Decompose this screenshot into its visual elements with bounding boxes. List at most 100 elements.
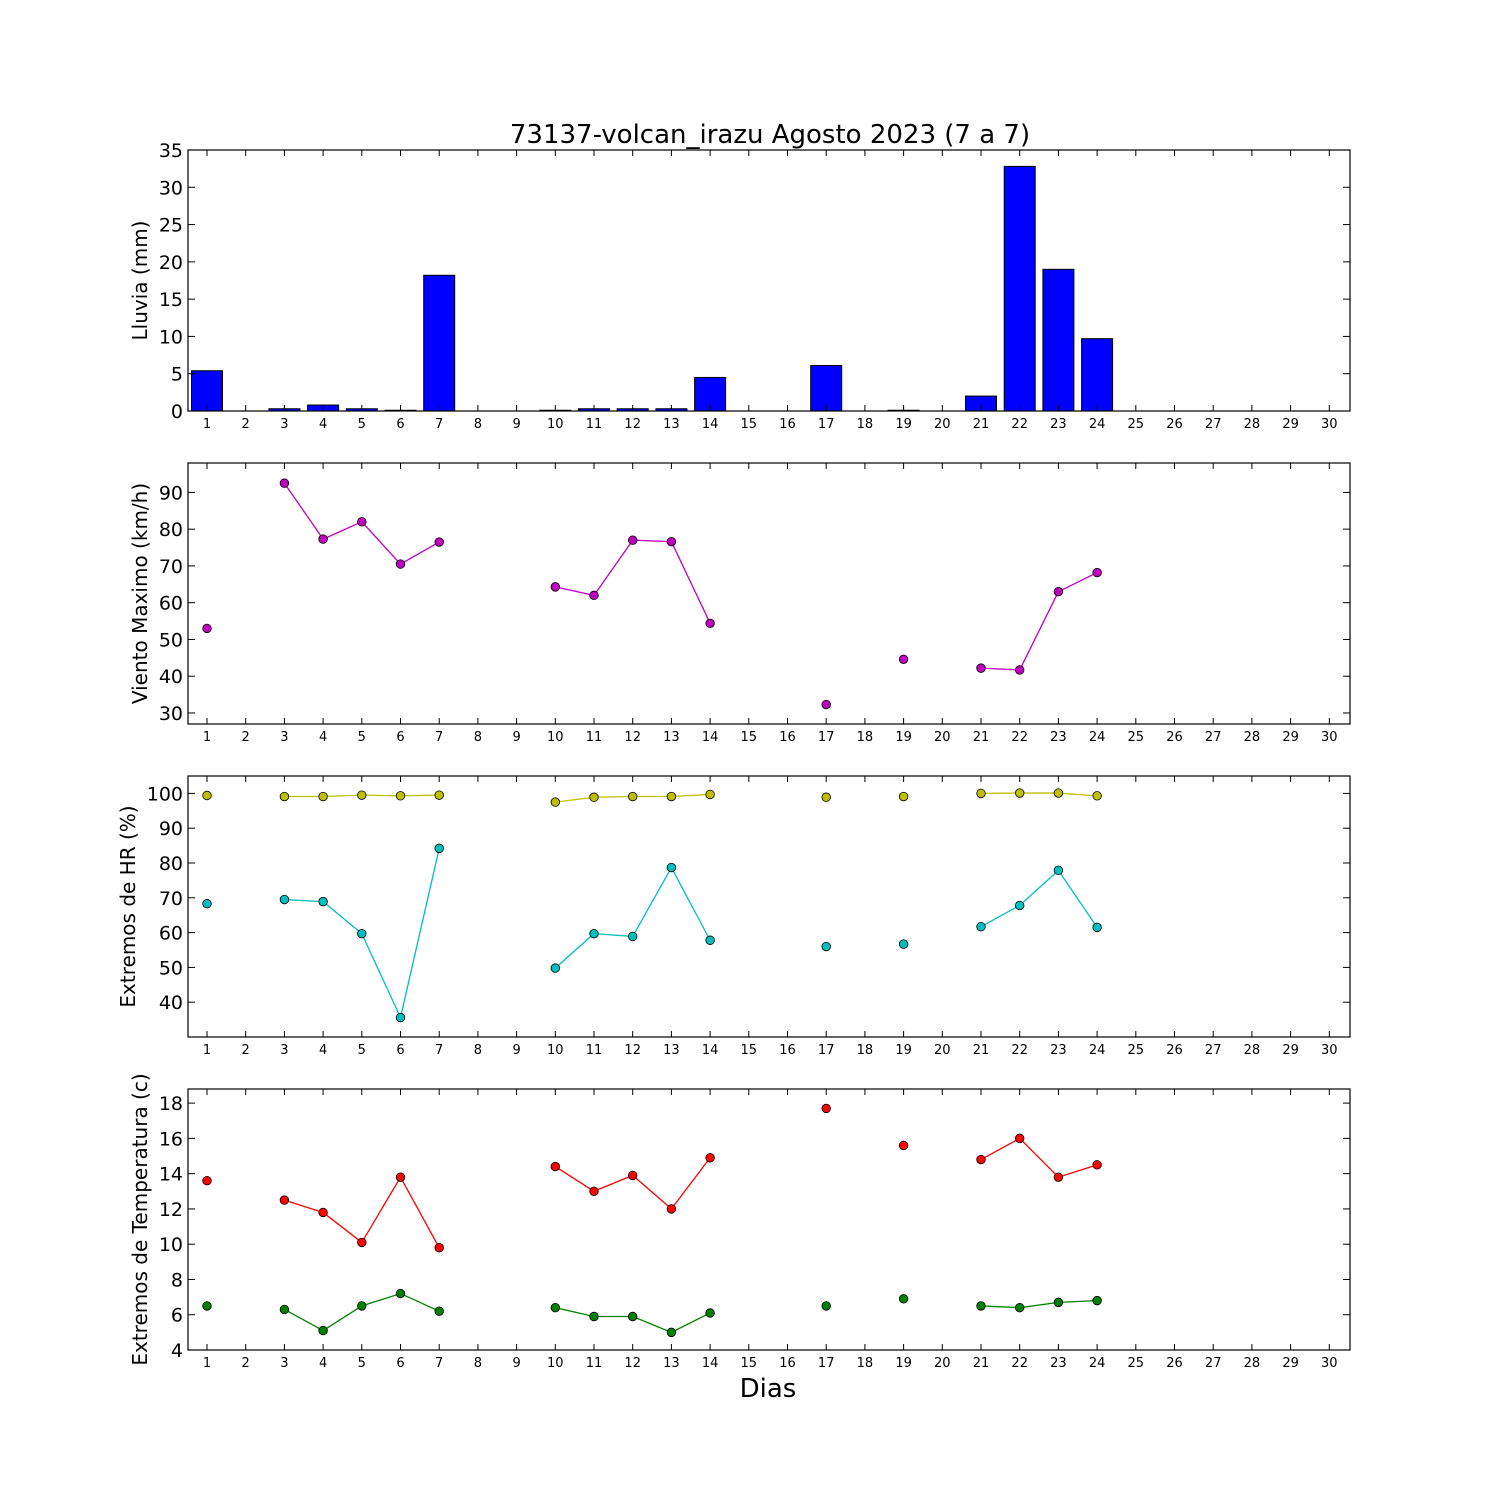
rain-xtick-label: 21 [973, 417, 990, 432]
humidity-series-1-segment [670, 867, 711, 941]
temperature-xtick-label: 11 [586, 1356, 603, 1371]
wind-xtick-label: 1 [203, 730, 211, 745]
temperature-ytick-label: 8 [171, 1269, 183, 1291]
temperature-xtick-label: 30 [1321, 1356, 1338, 1371]
temperature-series-0-segment [980, 1137, 1021, 1161]
humidity-series-1-segment [322, 901, 363, 935]
wind-series-0-point [357, 517, 367, 527]
temperature-series-0-segment [632, 1174, 672, 1210]
humidity-xtick-label: 6 [396, 1043, 404, 1058]
rain-ytick-label: 5 [171, 364, 183, 386]
humidity-xtick-label: 27 [1205, 1043, 1222, 1058]
temperature-series-1-point [976, 1301, 986, 1311]
wind-series-0-segment [322, 521, 363, 540]
rain-xtick-label: 6 [396, 417, 404, 432]
temperature-xtick-label: 8 [474, 1356, 482, 1371]
temperature-series-0-point [821, 1103, 831, 1114]
temperature-series-0-point [1015, 1133, 1025, 1144]
temperature-series-1-segment [400, 1292, 440, 1312]
temperature-series-0-segment [593, 1174, 633, 1192]
temperature-series-1-point [1092, 1295, 1102, 1306]
temperature-series-1-point [705, 1308, 715, 1318]
humidity-series-1-point [357, 928, 367, 939]
temperature-series-1-point [279, 1304, 290, 1315]
humidity-xtick-label: 10 [547, 1043, 564, 1058]
temperature-ytick-label: 12 [159, 1199, 183, 1221]
wind-xtick-label: 24 [1089, 730, 1106, 745]
temperature-series-0-segment [399, 1176, 440, 1249]
humidity-xtick-label: 29 [1282, 1043, 1299, 1058]
humidity-series-0-segment [400, 794, 440, 797]
temperature-series-1-point [550, 1302, 561, 1313]
humidity-series-0-segment [1058, 792, 1098, 797]
temperature-series-1-segment [555, 1307, 595, 1318]
temperature-series-1-point [318, 1325, 328, 1336]
temperature-ytick-label: 18 [159, 1093, 183, 1115]
temperature-ylabel: Extremos de Temperatura (c) [128, 1073, 152, 1365]
humidity-series-1-segment [593, 932, 633, 938]
temperature-xtick-label: 18 [857, 1356, 874, 1371]
wind-series-0-segment [400, 541, 440, 565]
temperature-ytick-label: 4 [171, 1340, 183, 1362]
x-axis-label: Dias [740, 1374, 797, 1404]
temperature-xtick-label: 15 [741, 1356, 758, 1371]
temperature-series-0-segment [284, 1199, 324, 1214]
humidity-series-0-point [202, 790, 212, 801]
temperature-series-1-point [434, 1306, 444, 1316]
rain-bar [1003, 165, 1036, 412]
humidity-series-0-point [821, 792, 831, 802]
temperature-ytick-label: 16 [159, 1128, 183, 1150]
temperature-series-1-point [202, 1301, 212, 1311]
temperature-series-1-point [1015, 1302, 1025, 1313]
temperature-series-1-segment [361, 1292, 401, 1307]
wind-series-0-segment [632, 539, 672, 543]
rain-marks [191, 165, 1114, 412]
wind-xtick-label: 16 [779, 730, 796, 745]
rain-xtick-label: 8 [474, 417, 482, 432]
rain-xtick-label: 16 [779, 417, 796, 432]
humidity-ylabel: Extremos de HR (%) [116, 805, 140, 1007]
temperature-xtick-label: 6 [396, 1356, 404, 1371]
temperature-series-0-point [898, 1140, 909, 1151]
wind-series-0-point [395, 559, 406, 569]
temperature-ytick-label: 14 [159, 1164, 183, 1186]
humidity-series-1-segment [554, 933, 595, 969]
humidity-xtick-label: 2 [242, 1043, 250, 1058]
rain-ytick-label: 10 [159, 326, 183, 348]
temperature-series-0-point [395, 1172, 406, 1182]
wind-xtick-label: 30 [1321, 730, 1338, 745]
humidity-xtick-label: 1 [203, 1043, 211, 1058]
temperature-series-0-point [976, 1154, 986, 1165]
temperature-xtick-label: 26 [1166, 1356, 1183, 1371]
temperature-series-1-segment [1019, 1301, 1059, 1309]
wind-ylabel: Viento Maximo (km/h) [128, 483, 152, 704]
humidity-series-0-segment [361, 794, 401, 797]
humidity-series-1-point [628, 931, 638, 942]
temperature-series-0-segment [1019, 1137, 1059, 1178]
wind-series-0-point [318, 534, 328, 544]
rain-xtick-label: 2 [242, 417, 250, 432]
wind-xtick-label: 15 [741, 730, 758, 745]
humidity-xtick-label: 25 [1128, 1043, 1145, 1058]
wind-ytick-label: 60 [159, 593, 183, 615]
temperature-xtick-label: 28 [1244, 1356, 1261, 1371]
wind-series-0-point [1053, 586, 1064, 597]
wind-xtick-label: 21 [973, 730, 990, 745]
temperature-series-0-point [357, 1237, 367, 1248]
humidity-xtick-label: 7 [435, 1043, 443, 1058]
humidity-xtick-label: 5 [358, 1043, 366, 1058]
temperature-xtick-label: 17 [818, 1356, 835, 1371]
humidity-xtick-label: 8 [474, 1043, 482, 1058]
wind-series-0-point [821, 699, 831, 710]
humidity-xtick-label: 22 [1011, 1043, 1028, 1058]
humidity-ytick-label: 90 [159, 818, 183, 840]
temperature-series-1-point [589, 1311, 599, 1322]
temperature-series-0-point [705, 1153, 715, 1163]
wind-series-0-segment [361, 521, 401, 565]
humidity-xtick-label: 20 [934, 1043, 951, 1058]
temperature-xtick-label: 7 [435, 1356, 443, 1371]
wind-series-0-segment [283, 482, 324, 540]
humidity-xtick-label: 17 [818, 1043, 835, 1058]
temperature-xtick-label: 2 [242, 1356, 250, 1371]
